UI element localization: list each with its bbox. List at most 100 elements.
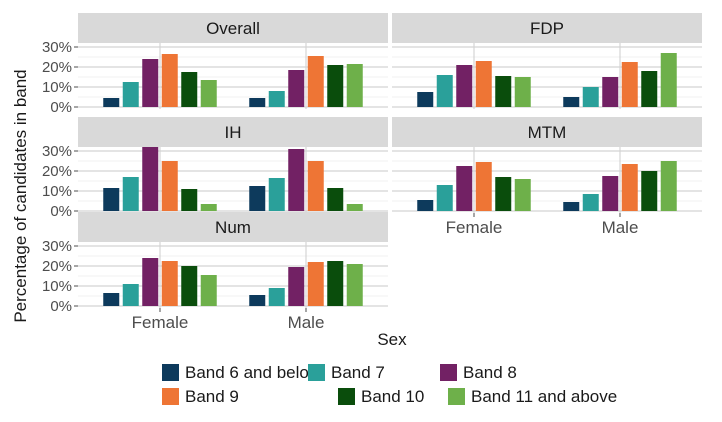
legend: Band 6 and below Band 7 Band 8 Band 9 Band 1… — [162, 363, 617, 406]
y-tick-label: 30% — [42, 143, 72, 160]
bar-ih-female-6 — [200, 204, 217, 211]
bar-overall-male-5 — [327, 65, 344, 107]
legend-label: Band 10 — [361, 387, 424, 406]
bar-num-female-4 — [161, 261, 178, 306]
legend-item-6: Band 11 and above — [448, 387, 617, 406]
x-tick-label: Female — [446, 218, 503, 237]
bar-ih-male-1 — [249, 186, 266, 211]
bar-fdp-male-4 — [621, 62, 638, 107]
facet-strip — [392, 117, 702, 147]
y-axis-label: Percentage of candidates in band — [11, 69, 30, 322]
facet-title: FDP — [530, 19, 564, 38]
bar-ih-male-4 — [307, 161, 324, 211]
facet-strip — [78, 212, 388, 242]
bar-num-male-2 — [268, 288, 285, 306]
bar-mtm-male-2 — [582, 194, 599, 211]
facet-strip — [78, 117, 388, 147]
bar-mtm-male-1 — [563, 202, 580, 211]
bar-fdp-male-2 — [582, 87, 599, 107]
bar-fdp-female-1 — [417, 92, 434, 107]
facet-mtm: MTM Female Male — [392, 117, 702, 237]
legend-label: Band 7 — [331, 363, 385, 382]
bar-mtm-female-1 — [417, 200, 434, 211]
facet-title: IH — [225, 123, 242, 142]
y-tick-label: 30% — [42, 238, 72, 255]
bar-overall-female-6 — [200, 80, 217, 107]
facet-num: Num 0% 10% 20% 30% Female Male — [42, 212, 388, 332]
y-tick-label: 0% — [50, 99, 72, 116]
bar-overall-female-4 — [161, 54, 178, 107]
bar-num-female-5 — [181, 266, 198, 306]
x-tick-label: Male — [288, 313, 325, 332]
legend-swatch — [162, 364, 179, 381]
bar-overall-male-4 — [307, 56, 324, 107]
y-tick-label: 10% — [42, 79, 72, 96]
legend-item-1: Band 6 and below — [162, 363, 322, 382]
bar-num-female-3 — [142, 258, 159, 306]
bar-mtm-male-3 — [602, 176, 619, 211]
facet-title: Overall — [206, 19, 260, 38]
bar-overall-female-3 — [142, 59, 159, 107]
legend-swatch — [440, 364, 457, 381]
bar-overall-female-5 — [181, 72, 198, 107]
legend-label: Band 11 and above — [471, 387, 617, 406]
legend-swatch — [162, 388, 179, 405]
bar-fdp-female-6 — [514, 77, 531, 107]
bar-ih-male-5 — [327, 188, 344, 211]
facet-strip — [78, 13, 388, 43]
bar-fdp-female-5 — [495, 76, 512, 107]
bar-overall-male-2 — [268, 91, 285, 107]
y-tick-label: 10% — [42, 183, 72, 200]
bar-fdp-male-3 — [602, 77, 619, 107]
bar-ih-male-2 — [268, 178, 285, 211]
bar-ih-female-2 — [122, 177, 139, 211]
bar-fdp-male-5 — [641, 71, 658, 107]
bar-mtm-female-2 — [436, 185, 453, 211]
x-tick-label: Female — [132, 313, 189, 332]
bar-ih-female-1 — [103, 188, 120, 211]
bar-mtm-male-5 — [641, 171, 658, 211]
y-tick-label: 20% — [42, 59, 72, 76]
legend-item-5: Band 10 — [338, 387, 424, 406]
y-tick-label: 0% — [50, 298, 72, 315]
bar-ih-male-6 — [346, 204, 363, 211]
bar-mtm-female-4 — [475, 162, 492, 211]
facet-title: MTM — [528, 123, 567, 142]
legend-item-4: Band 9 — [162, 387, 239, 406]
legend-swatch — [338, 388, 355, 405]
bar-overall-female-2 — [122, 82, 139, 107]
x-axis-label: Sex — [377, 330, 407, 349]
facet-ih: IH 0% 10% 20% 30% — [42, 117, 388, 220]
bar-num-male-6 — [346, 264, 363, 306]
y-tick-label: 0% — [50, 203, 72, 220]
y-tick-label: 20% — [42, 258, 72, 275]
bar-ih-female-3 — [142, 147, 159, 211]
bar-mtm-male-6 — [660, 161, 677, 211]
bar-fdp-female-4 — [475, 61, 492, 107]
y-tick-label: 10% — [42, 278, 72, 295]
bar-ih-female-5 — [181, 189, 198, 211]
bar-num-male-3 — [288, 267, 305, 306]
y-tick-label: 20% — [42, 163, 72, 180]
bar-fdp-male-6 — [660, 53, 677, 107]
bar-overall-male-3 — [288, 70, 305, 107]
bar-fdp-female-2 — [436, 75, 453, 107]
facet-title: Num — [215, 218, 251, 237]
bar-ih-female-4 — [161, 161, 178, 211]
bar-num-female-2 — [122, 284, 139, 306]
legend-label: Band 9 — [185, 387, 239, 406]
bar-mtm-female-6 — [514, 179, 531, 211]
legend-swatch — [308, 364, 325, 381]
legend-swatch — [448, 388, 465, 405]
legend-label: Band 8 — [463, 363, 517, 382]
legend-item-3: Band 8 — [440, 363, 517, 382]
facet-panels: Overall 0% 10% 20% 30% FDP IH 0% 10% 20% 30% MTM Fem… — [42, 13, 702, 332]
bar-num-male-1 — [249, 295, 266, 306]
bar-overall-male-1 — [249, 98, 266, 107]
y-tick-label: 30% — [42, 39, 72, 56]
bar-num-female-6 — [200, 275, 217, 306]
bar-mtm-female-5 — [495, 177, 512, 211]
bar-fdp-female-3 — [456, 65, 473, 107]
bar-overall-female-1 — [103, 98, 120, 107]
